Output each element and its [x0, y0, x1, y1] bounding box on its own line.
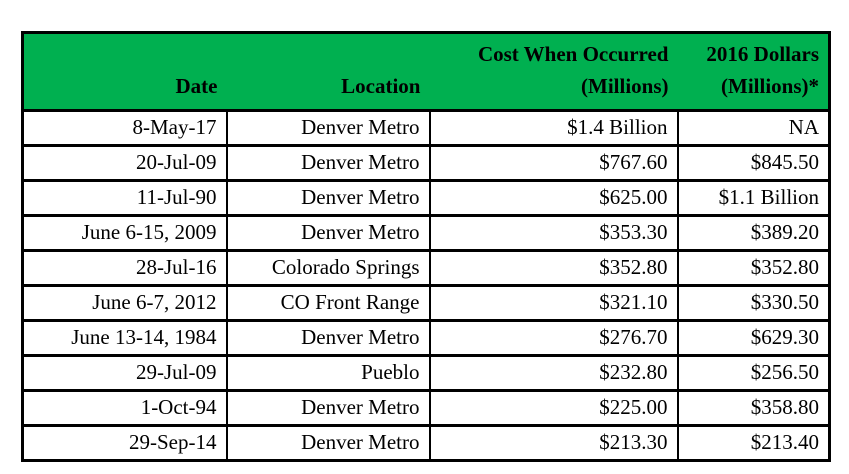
cell-2016-dollars: $213.40 — [676, 424, 831, 462]
hail-cost-table: Date Location Cost When Occurred (Millio… — [21, 31, 831, 462]
cell-location: Denver Metro — [225, 109, 431, 147]
cell-cost-when-occurred: $321.10 — [428, 284, 679, 322]
cell-2016-dollars: $1.1 Billion — [676, 179, 831, 217]
col-header-date: Date — [22, 32, 227, 112]
cell-2016-dollars: $352.80 — [676, 249, 831, 287]
table-row: 29-Jul-09 Pueblo $232.80 $256.50 — [21, 354, 831, 392]
cell-cost-when-occurred: $232.80 — [428, 354, 679, 392]
col-header-location-label: Location — [341, 74, 421, 98]
cell-date: 28-Jul-16 — [21, 249, 228, 287]
cell-location: Denver Metro — [225, 424, 431, 462]
table-row: 11-Jul-90 Denver Metro $625.00 $1.1 Billion — [21, 179, 831, 217]
cell-date: June 6-7, 2012 — [21, 284, 228, 322]
cell-cost-when-occurred: $353.30 — [428, 214, 679, 252]
hail-cost-table-container: Date Location Cost When Occurred (Millio… — [21, 31, 831, 462]
cell-location: Denver Metro — [225, 389, 431, 427]
cell-location: CO Front Range — [225, 284, 431, 322]
table-row: 29-Sep-14 Denver Metro $213.30 $213.40 — [21, 424, 831, 462]
cell-cost-when-occurred: $1.4 Billion — [428, 109, 679, 147]
cell-date: 29-Jul-09 — [21, 354, 228, 392]
cell-location: Denver Metro — [225, 319, 431, 357]
cell-date: June 13-14, 1984 — [21, 319, 228, 357]
cell-2016-dollars: NA — [676, 109, 831, 147]
cell-date: June 6-15, 2009 — [21, 214, 228, 252]
col-header-cost-line1: Cost When Occurred — [477, 42, 669, 66]
cell-cost-when-occurred: $352.80 — [428, 249, 679, 287]
table-row: June 13-14, 1984 Denver Metro $276.70 $629.… — [21, 319, 831, 357]
cell-date: 11-Jul-90 — [21, 179, 228, 217]
table-row: June 6-15, 2009 Denver Metro $353.30 $389.2… — [21, 214, 831, 252]
cell-location: Pueblo — [225, 354, 431, 392]
cell-cost-when-occurred: $225.00 — [428, 389, 679, 427]
cell-location: Denver Metro — [225, 214, 431, 252]
cell-cost-when-occurred: $276.70 — [428, 319, 679, 357]
col-header-2016-line1: 2016 Dollars — [706, 42, 819, 66]
cell-2016-dollars: $389.20 — [676, 214, 831, 252]
table-row: 28-Jul-16 Colorado Springs $352.80 $352.80 — [21, 249, 831, 287]
cell-cost-when-occurred: $213.30 — [428, 424, 679, 462]
table-row: 20-Jul-09 Denver Metro $767.60 $845.50 — [21, 144, 831, 182]
cell-location: Denver Metro — [225, 179, 431, 217]
cell-date: 29-Sep-14 — [21, 424, 228, 462]
col-header-2016-line2: (Millions)* — [721, 74, 819, 98]
cell-date: 20-Jul-09 — [21, 144, 228, 182]
cell-2016-dollars: $330.50 — [676, 284, 831, 322]
cell-location: Denver Metro — [225, 144, 431, 182]
cell-date: 8-May-17 — [21, 109, 228, 147]
cell-location: Colorado Springs — [225, 249, 431, 287]
cell-2016-dollars: $358.80 — [676, 389, 831, 427]
cell-date: 1-Oct-94 — [21, 389, 228, 427]
table-row: 8-May-17 Denver Metro $1.4 Billion NA — [21, 109, 831, 147]
table-body: 8-May-17 Denver Metro $1.4 Billion NA 20-Jul… — [21, 109, 831, 462]
cell-cost-when-occurred: $767.60 — [428, 144, 679, 182]
cell-cost-when-occurred: $625.00 — [428, 179, 679, 217]
cell-2016-dollars: $629.30 — [676, 319, 831, 357]
header-row: Date Location Cost When Occurred (Millio… — [22, 32, 830, 112]
col-header-location: Location — [226, 32, 430, 112]
cell-2016-dollars: $256.50 — [676, 354, 831, 392]
col-header-date-label: Date — [175, 74, 218, 98]
table-row: 1-Oct-94 Denver Metro $225.00 $358.80 — [21, 389, 831, 427]
col-header-cost-when-occurred: Cost When Occurred (Millions) — [429, 32, 678, 112]
cell-2016-dollars: $845.50 — [676, 144, 831, 182]
col-header-2016-dollars: 2016 Dollars (Millions)* — [677, 32, 830, 112]
table-row: June 6-7, 2012 CO Front Range $321.10 $330.… — [21, 284, 831, 322]
col-header-cost-line2: (Millions) — [581, 74, 669, 98]
